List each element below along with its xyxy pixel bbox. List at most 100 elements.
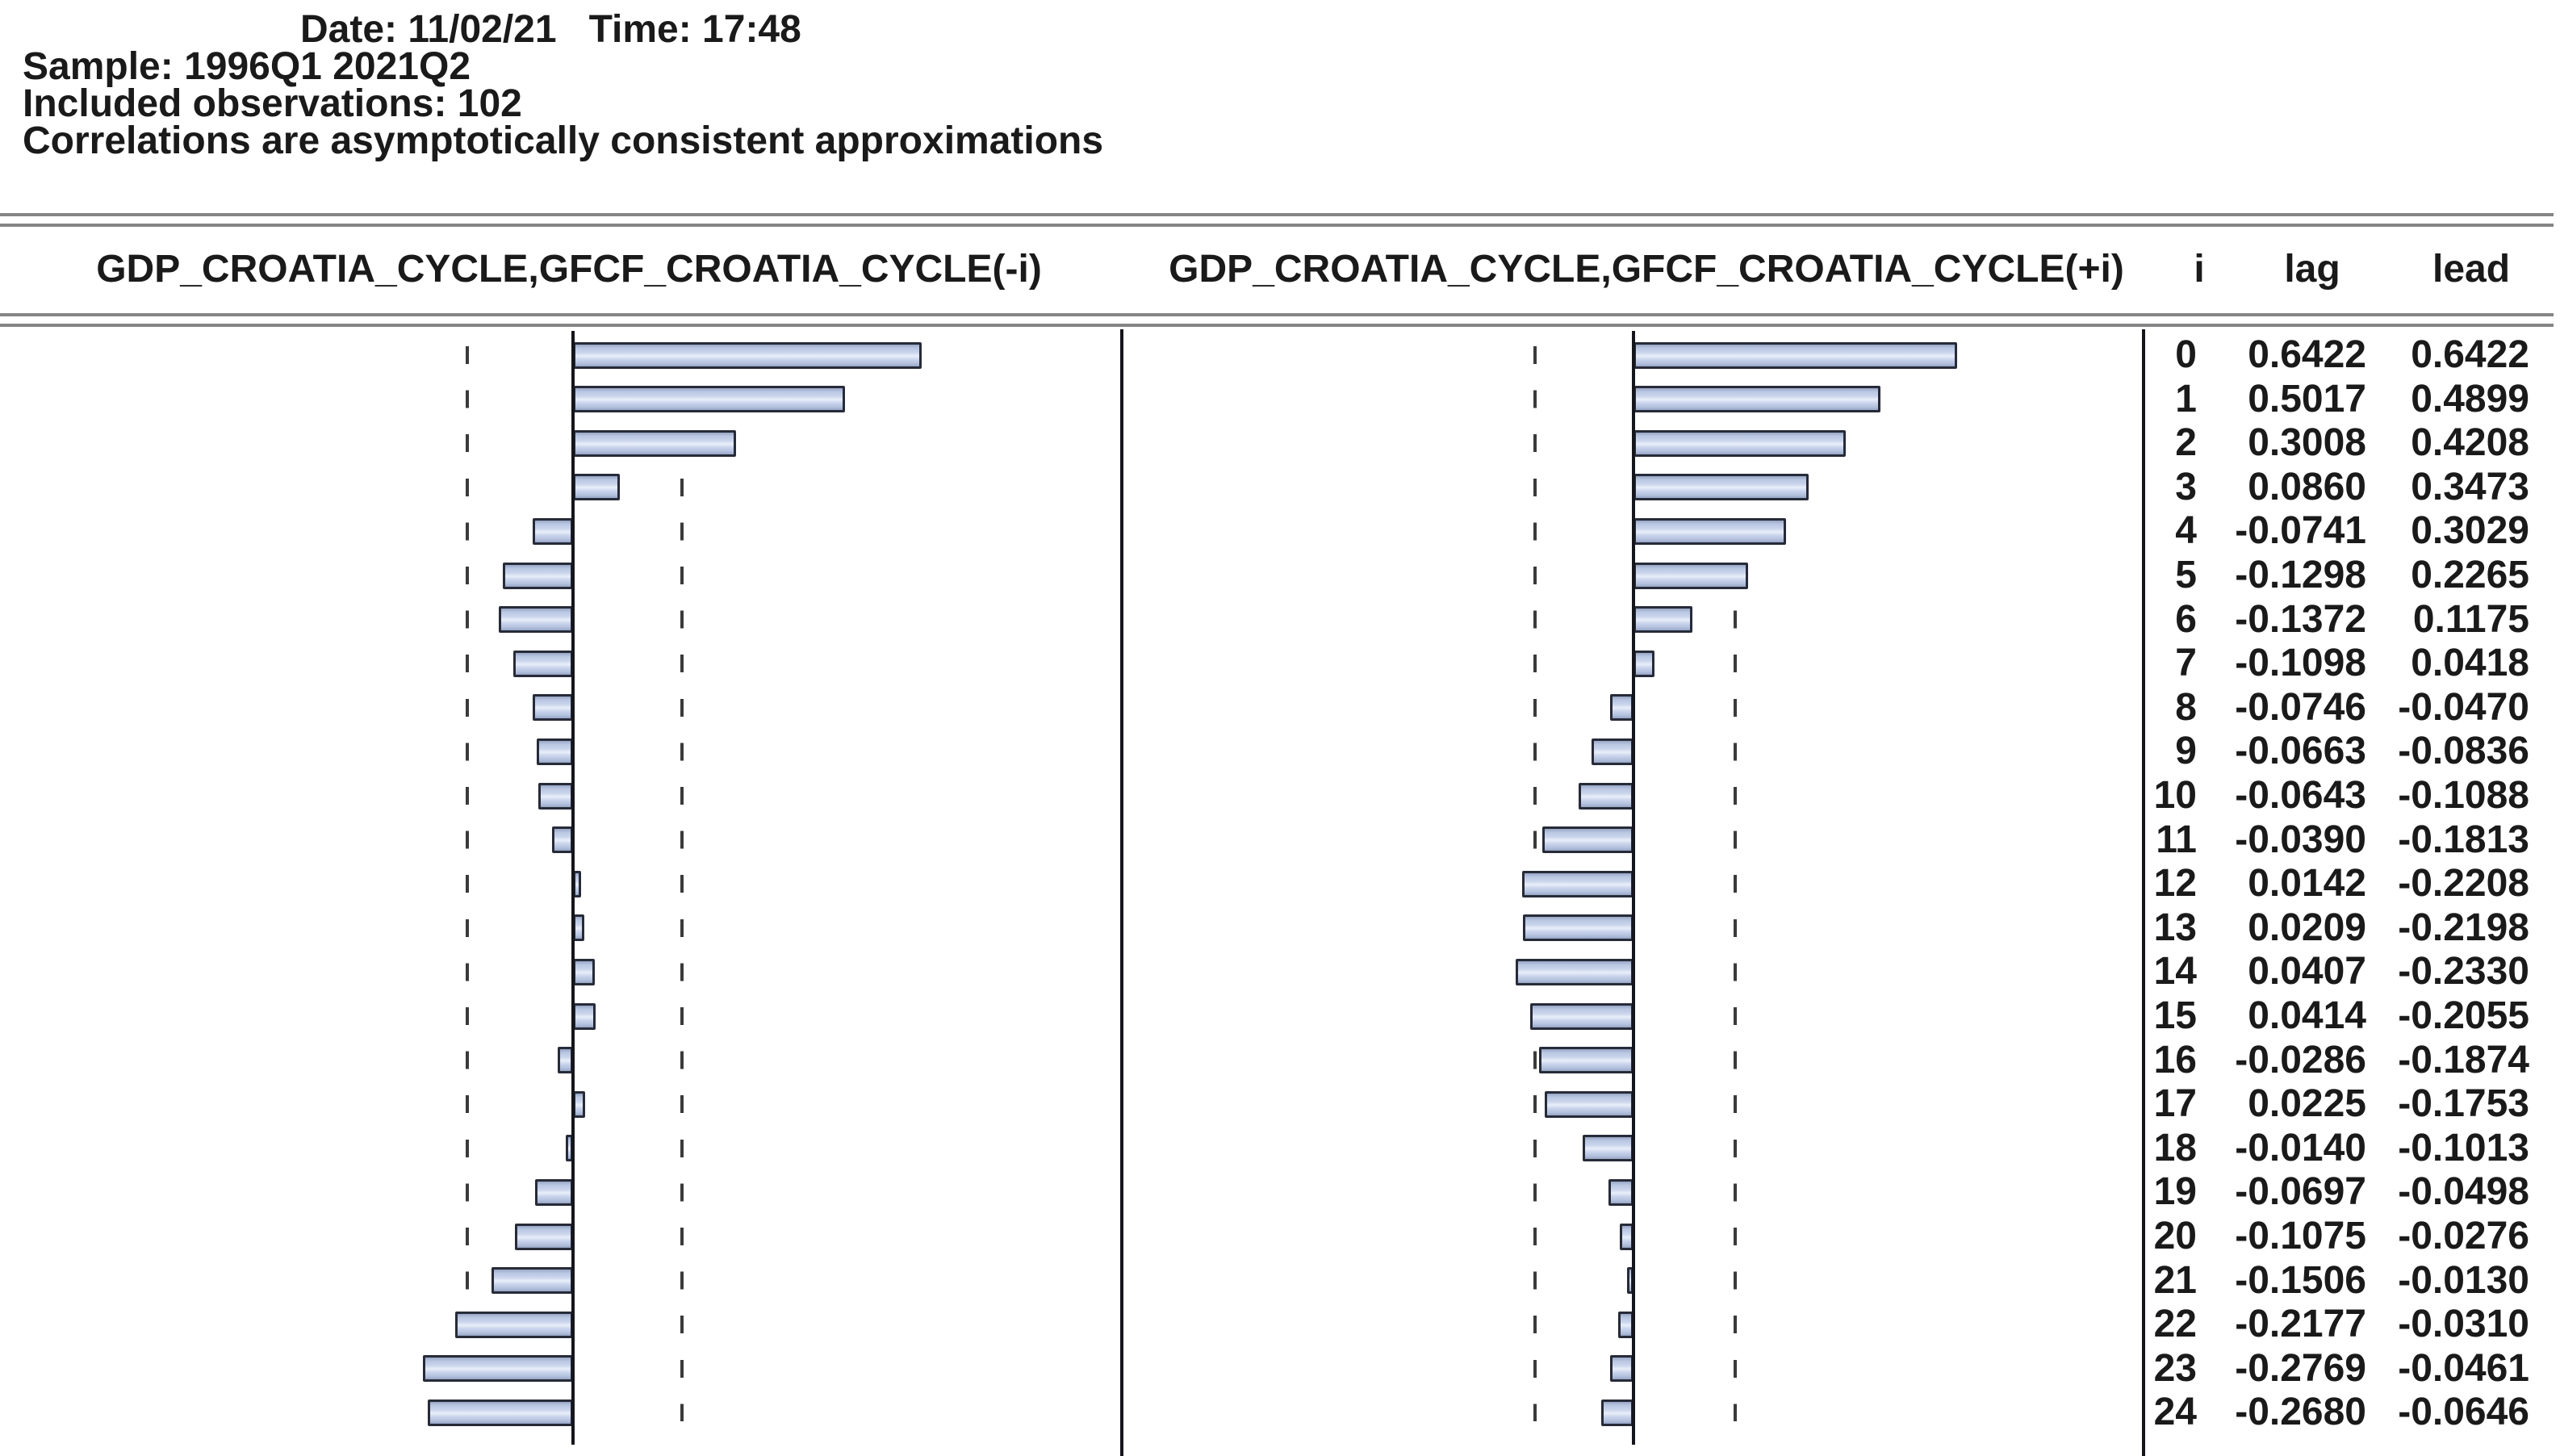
lead-cell: -0.1813 xyxy=(2398,818,2529,861)
lag-cell: -0.1075 xyxy=(2235,1215,2366,1257)
lead-bar xyxy=(1545,1091,1633,1118)
lag-cell: -0.0741 xyxy=(2235,509,2366,552)
i-cell: 3 xyxy=(2175,466,2197,508)
lag-bar xyxy=(573,914,584,941)
i-cell: 15 xyxy=(2153,994,2197,1037)
lag-bar xyxy=(537,738,573,765)
lead-bar xyxy=(1633,651,1654,677)
i-cell: 2 xyxy=(2175,421,2197,464)
lag-bar xyxy=(492,1267,573,1294)
lead-bar xyxy=(1633,563,1748,589)
lag-bar xyxy=(573,1003,596,1030)
lag-chart-zero-line xyxy=(571,331,575,1445)
lag-bar xyxy=(552,826,573,853)
lag-bar xyxy=(573,1091,585,1118)
lead-bar xyxy=(1542,826,1633,853)
lag-bar xyxy=(428,1400,573,1426)
lead-cell: -0.1088 xyxy=(2398,774,2529,817)
lead-bar xyxy=(1610,1355,1633,1382)
i-cell: 23 xyxy=(2153,1347,2197,1390)
lag-cell: 0.0407 xyxy=(2248,950,2366,993)
lag-cell: -0.0746 xyxy=(2235,686,2366,729)
lag-bar xyxy=(573,474,620,500)
i-cell: 4 xyxy=(2175,509,2197,552)
lead-bar xyxy=(1579,783,1633,810)
lag-bar xyxy=(533,518,573,545)
lead-cell: -0.1013 xyxy=(2398,1127,2529,1169)
i-cell: 21 xyxy=(2153,1259,2197,1302)
lag-bar xyxy=(535,1179,573,1206)
lag-bar xyxy=(573,959,595,985)
lead-cell: -0.2330 xyxy=(2398,950,2529,993)
i-cell: 19 xyxy=(2153,1170,2197,1213)
lag-column-header: lag xyxy=(2284,248,2340,291)
lead-bar xyxy=(1592,738,1633,765)
i-cell: 14 xyxy=(2153,950,2197,993)
double-rule-top xyxy=(0,213,2554,227)
sample-line: Sample: 1996Q1 2021Q2 xyxy=(23,45,471,88)
i-cell: 7 xyxy=(2175,642,2197,684)
observations-line: Included observations: 102 xyxy=(23,82,522,125)
i-cell: 8 xyxy=(2175,686,2197,729)
lag-cell: -0.0697 xyxy=(2235,1170,2366,1213)
lag-cell: -0.2177 xyxy=(2235,1303,2366,1345)
i-cell: 1 xyxy=(2175,378,2197,420)
lag-cell: -0.0643 xyxy=(2235,774,2366,817)
i-cell: 13 xyxy=(2153,906,2197,949)
lead-chart-zero-line xyxy=(1632,331,1635,1445)
lag-confidence-line-upper xyxy=(680,346,684,1421)
lead-cell: 0.3029 xyxy=(2411,509,2529,552)
lag-cell: -0.0390 xyxy=(2235,818,2366,861)
lag-cell: -0.0663 xyxy=(2235,730,2366,772)
date-time-line: Date: 11/02/21 Time: 17:48 xyxy=(300,8,801,51)
lag-cell: 0.5017 xyxy=(2248,378,2366,420)
lead-bar xyxy=(1633,386,1880,412)
lead-bar xyxy=(1633,518,1786,545)
lag-panel-header: GDP_CROATIA_CYCLE,GFCF_CROATIA_CYCLE(-i) xyxy=(96,248,1042,291)
lead-cell: 0.0418 xyxy=(2411,642,2529,684)
lag-bar xyxy=(503,563,573,589)
lag-bar xyxy=(573,430,736,457)
i-cell: 12 xyxy=(2153,862,2197,905)
lag-cell: 0.0225 xyxy=(2248,1082,2366,1125)
panel-divider-right xyxy=(2142,329,2145,1456)
i-cell: 10 xyxy=(2153,774,2197,817)
i-cell: 24 xyxy=(2153,1391,2197,1433)
i-cell: 5 xyxy=(2175,554,2197,596)
lead-cell: 0.2265 xyxy=(2411,554,2529,596)
double-rule-bottom xyxy=(0,313,2554,327)
i-cell: 20 xyxy=(2153,1215,2197,1257)
note-line: Correlations are asymptotically consiste… xyxy=(23,119,1104,162)
i-cell: 11 xyxy=(2156,818,2197,861)
lead-bar xyxy=(1516,959,1633,985)
lag-cell: -0.1372 xyxy=(2235,598,2366,641)
lag-cell: 0.0414 xyxy=(2248,994,2366,1037)
lead-cell: -0.0646 xyxy=(2398,1391,2529,1433)
lead-cell: -0.0461 xyxy=(2398,1347,2529,1390)
lead-cell: 0.1175 xyxy=(2412,598,2529,641)
lag-cell: -0.1298 xyxy=(2235,554,2366,596)
lag-cell: -0.2769 xyxy=(2235,1347,2366,1390)
lag-cell: 0.6422 xyxy=(2248,333,2366,376)
lead-cell: 0.3473 xyxy=(2411,466,2529,508)
lead-cell: -0.2198 xyxy=(2398,906,2529,949)
lead-confidence-line-upper xyxy=(1734,346,1737,1421)
lead-bar xyxy=(1633,606,1692,633)
lag-bar xyxy=(573,386,845,412)
i-cell: 16 xyxy=(2153,1039,2197,1082)
lead-bar xyxy=(1633,342,1957,369)
lead-cell: -0.0276 xyxy=(2398,1215,2529,1257)
lag-bar xyxy=(538,783,573,810)
lag-cell: -0.2680 xyxy=(2235,1391,2366,1433)
lag-bar xyxy=(423,1355,573,1382)
i-cell: 22 xyxy=(2153,1303,2197,1345)
lag-cell: -0.0140 xyxy=(2235,1127,2366,1169)
lag-cell: 0.0860 xyxy=(2248,466,2366,508)
lead-cell: -0.1753 xyxy=(2398,1082,2529,1125)
lead-bar xyxy=(1530,1003,1633,1030)
lag-cell: -0.1098 xyxy=(2235,642,2366,684)
lead-cell: -0.0470 xyxy=(2398,686,2529,729)
lead-bar xyxy=(1539,1047,1633,1073)
lag-bar xyxy=(573,342,922,369)
lead-bar xyxy=(1633,474,1809,500)
